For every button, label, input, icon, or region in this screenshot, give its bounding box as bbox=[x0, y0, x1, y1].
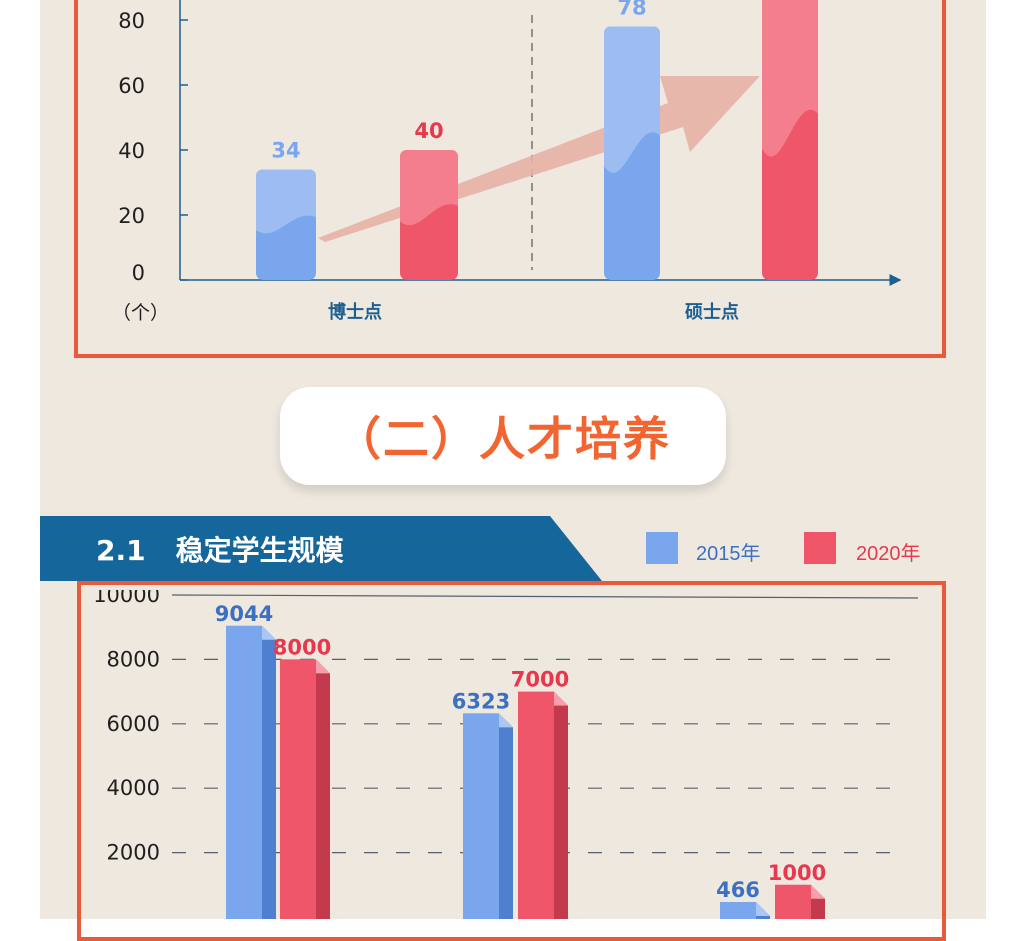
growth-arrow bbox=[318, 76, 760, 242]
chart2-bar bbox=[518, 691, 554, 919]
chart1-data-label: 78 bbox=[617, 0, 646, 20]
chart2-y-tick-label: 2000 bbox=[107, 841, 160, 865]
chart2-bar bbox=[226, 625, 262, 919]
chart1-data-label: 40 bbox=[414, 119, 443, 143]
subsection-title-text: 稳定学生规模 bbox=[175, 534, 344, 567]
chart2-bar-side bbox=[262, 625, 276, 919]
legend-label-2020: 2020年 bbox=[856, 543, 921, 565]
chart1-y-tick-label: 0 bbox=[132, 261, 145, 285]
chart2-data-label: 6323 bbox=[452, 689, 510, 713]
chart2-bar bbox=[775, 884, 811, 919]
chart1-category-label: 博士点 bbox=[328, 301, 382, 323]
chart2-bar bbox=[463, 713, 499, 919]
chart2-bar bbox=[280, 659, 316, 919]
chart2-y-tick-label: 10000 bbox=[93, 590, 160, 607]
chart1-bar-highlight bbox=[256, 169, 316, 234]
chart2-data-label: 7000 bbox=[511, 668, 569, 692]
chart1-y-unit: （个） bbox=[112, 302, 170, 324]
chart2-y-tick-label: 6000 bbox=[107, 712, 160, 736]
chart2-data-label: 1000 bbox=[768, 861, 826, 885]
chart1-bar-highlight bbox=[400, 150, 458, 226]
chart2-y-tick-label: 8000 bbox=[107, 647, 160, 671]
chart2-gridline bbox=[171, 594, 919, 599]
chart2-bar bbox=[720, 901, 756, 919]
chart1-frame bbox=[74, 0, 946, 358]
section-heading-pill: （二）人才培养 bbox=[280, 387, 726, 485]
chart1-data-label: 34 bbox=[271, 139, 300, 163]
subsection-banner bbox=[40, 516, 602, 581]
chart1-svg: 0 20 40 60 80 博士点 34 40 硕士点 78 bbox=[118, 0, 902, 323]
chart1-bar-highlight bbox=[762, 0, 818, 157]
chart1-y-tick-label: 20 bbox=[118, 204, 145, 228]
chart1-y-tick-label: 80 bbox=[118, 9, 145, 33]
chart2-data-label: 466 bbox=[716, 878, 760, 902]
legend-swatch-2015 bbox=[646, 532, 678, 564]
chart1-bar-highlight bbox=[604, 26, 660, 173]
chart2-bar-side bbox=[499, 713, 513, 919]
section-heading: （二）人才培养 bbox=[335, 412, 671, 466]
chart2-bar-side bbox=[316, 659, 330, 919]
legend-swatch-2020 bbox=[804, 532, 836, 564]
chart1-category-label: 硕士点 bbox=[685, 301, 739, 323]
chart2-y-tick-label: 4000 bbox=[107, 776, 160, 800]
legend-label-2015: 2015年 bbox=[696, 543, 761, 565]
chart2-data-label: 8000 bbox=[273, 635, 331, 659]
subsection-number: 2.1 bbox=[96, 534, 146, 567]
chart1-y-tick-label: 60 bbox=[118, 74, 145, 98]
chart1-y-tick-label: 40 bbox=[118, 139, 145, 163]
chart2-data-label: 9044 bbox=[215, 602, 273, 626]
subsection-title: 2.1 稳定学生规模 bbox=[96, 529, 344, 569]
chart2-bar-side bbox=[554, 691, 568, 919]
